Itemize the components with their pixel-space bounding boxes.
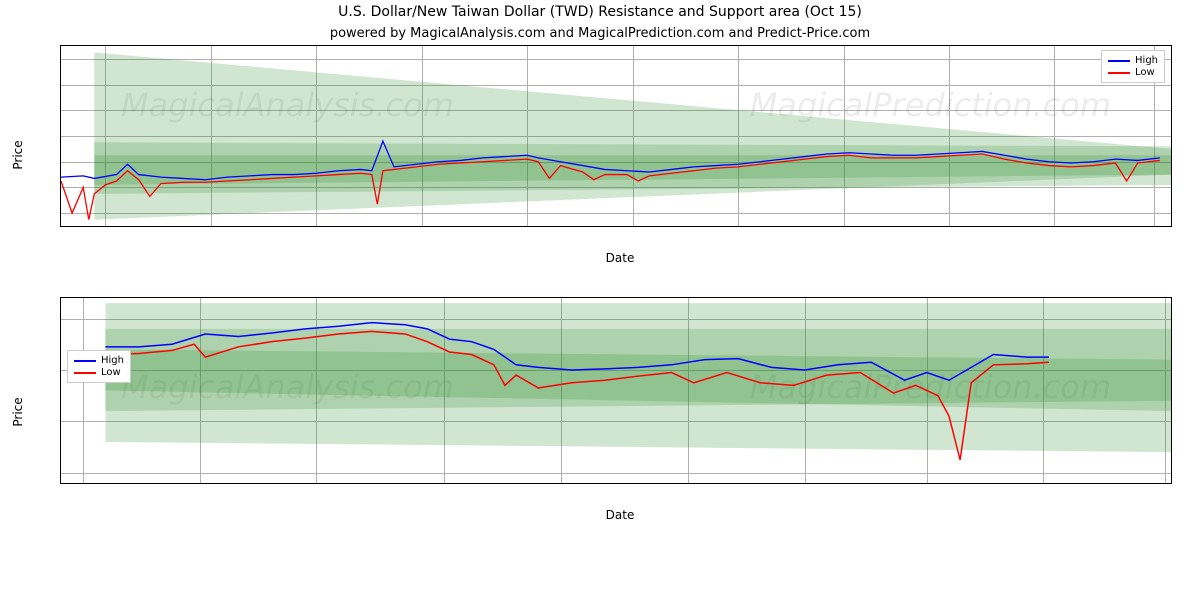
line-low [105, 331, 1049, 459]
top-chart-ylabel: Price [11, 140, 25, 169]
legend-label: High [101, 355, 124, 366]
legend: HighLow [1101, 50, 1165, 83]
legend-label: High [1135, 55, 1158, 66]
top-chart-xlabel: Date [60, 251, 1180, 265]
legend-swatch [1108, 60, 1130, 62]
legend-label: Low [101, 367, 121, 378]
bottom-chart: Price 303132332024-06-152024-07-012024-0… [60, 297, 1180, 527]
bottom-chart-xlabel: Date [60, 508, 1180, 522]
legend-swatch [74, 360, 96, 362]
legend-swatch [74, 372, 96, 374]
chart-subtitle: powered by MagicalAnalysis.com and Magic… [0, 26, 1200, 41]
legend-item: Low [74, 367, 124, 378]
legend-item: Low [1108, 67, 1158, 78]
bottom-chart-plot: 303132332024-06-152024-07-012024-07-1520… [60, 297, 1172, 484]
legend-item: High [74, 355, 124, 366]
chart-title: U.S. Dollar/New Taiwan Dollar (TWD) Resi… [0, 4, 1200, 20]
legend-swatch [1108, 72, 1130, 74]
legend: HighLow [67, 350, 131, 383]
line-low [61, 154, 1160, 220]
top-chart-plot: 283032343638402023-032023-052023-072023-… [60, 45, 1172, 227]
legend-label: Low [1135, 67, 1155, 78]
top-chart: Price 283032343638402023-032023-052023-0… [60, 45, 1180, 265]
line-high [105, 323, 1049, 381]
bottom-chart-ylabel: Price [11, 397, 25, 426]
legend-item: High [1108, 55, 1158, 66]
